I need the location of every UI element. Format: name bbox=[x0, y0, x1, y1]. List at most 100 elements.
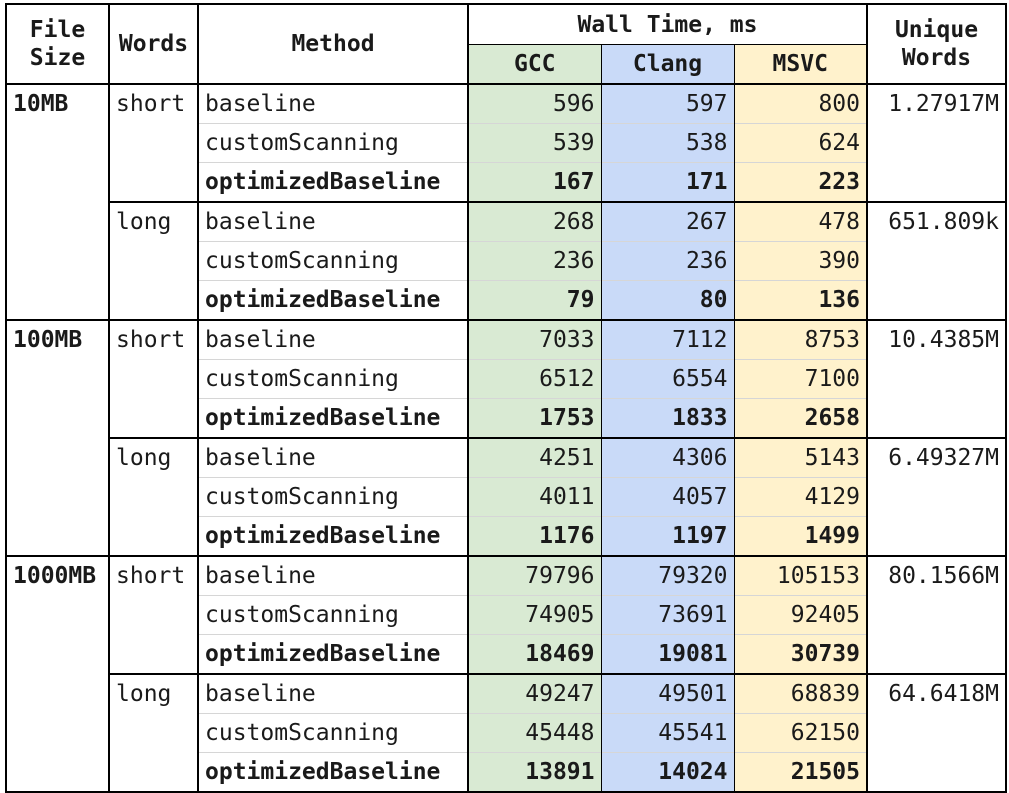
table-row: customScanning 539 538 624 bbox=[6, 123, 1006, 163]
clang-cell: 597 bbox=[600, 84, 735, 124]
gcc-cell: 13891 bbox=[468, 752, 601, 793]
msvc-cell: 105153 bbox=[734, 555, 868, 596]
clang-cell: 73691 bbox=[600, 595, 735, 635]
msvc-cell: 21505 bbox=[734, 752, 868, 793]
gcc-cell: 79 bbox=[468, 280, 601, 321]
method-cell: baseline bbox=[198, 437, 469, 478]
gcc-cell: 236 bbox=[468, 241, 601, 281]
table-row: optimizedBaseline 167 171 223 bbox=[6, 162, 1006, 203]
method-cell: baseline bbox=[198, 84, 469, 124]
table-row: customScanning 236 236 390 bbox=[6, 241, 1006, 281]
unique-words-cell: 1.27917M bbox=[867, 84, 1007, 203]
method-cell: optimizedBaseline bbox=[198, 634, 469, 675]
words-cell: long bbox=[109, 673, 199, 793]
clang-cell: 7112 bbox=[600, 319, 735, 360]
msvc-cell: 5143 bbox=[734, 437, 868, 478]
method-cell: customScanning bbox=[198, 713, 469, 753]
msvc-cell: 92405 bbox=[734, 595, 868, 635]
words-cell: short bbox=[109, 319, 199, 439]
clang-cell: 49501 bbox=[600, 673, 735, 714]
clang-cell: 4306 bbox=[600, 437, 735, 478]
gcc-cell: 18469 bbox=[468, 634, 601, 675]
gcc-cell: 74905 bbox=[468, 595, 601, 635]
table-row: 1000MB short baseline 79796 79320 105153 80.15… bbox=[5, 555, 1007, 793]
gcc-cell: 596 bbox=[468, 84, 601, 124]
table-row: 100MB short baseline 7033 7112 8753 10.4385M bbox=[5, 319, 1007, 557]
clang-cell: 538 bbox=[600, 123, 735, 163]
clang-cell: 79320 bbox=[600, 555, 735, 596]
words-cell: long bbox=[109, 201, 199, 321]
unique-words-cell: 6.49327M bbox=[867, 437, 1007, 557]
file-size-cell: 100MB bbox=[5, 319, 110, 557]
table-row: customScanning 6512 6554 7100 bbox=[6, 359, 1006, 399]
msvc-cell: 800 bbox=[734, 84, 868, 124]
method-cell: optimizedBaseline bbox=[198, 162, 469, 203]
table-row: customScanning 74905 73691 92405 bbox=[6, 595, 1006, 635]
method-cell: optimizedBaseline bbox=[198, 752, 469, 793]
msvc-cell: 30739 bbox=[734, 634, 868, 675]
table-row: long baseline 4251 4306 5143 6.49327M bbox=[6, 437, 1007, 557]
clang-cell: 1833 bbox=[600, 398, 735, 439]
gcc-cell: 6512 bbox=[468, 359, 601, 399]
table-body: 10MB short baseline 596 597 800 1.27917M custom… bbox=[5, 84, 1007, 793]
msvc-cell: 390 bbox=[734, 241, 868, 281]
clang-cell: 45541 bbox=[600, 713, 735, 753]
table-row: customScanning 4011 4057 4129 bbox=[6, 477, 1006, 517]
clang-cell: 6554 bbox=[600, 359, 735, 399]
msvc-cell: 4129 bbox=[734, 477, 868, 517]
header-clang: Clang bbox=[601, 44, 735, 85]
table-row: long baseline 268 267 478 651.809k bbox=[6, 201, 1007, 321]
words-cell: short bbox=[109, 555, 199, 675]
clang-cell: 14024 bbox=[600, 752, 735, 793]
msvc-cell: 624 bbox=[734, 123, 868, 163]
unique-words-cell: 651.809k bbox=[867, 201, 1007, 321]
method-cell: baseline bbox=[198, 673, 469, 714]
gcc-cell: 7033 bbox=[468, 319, 601, 360]
method-cell: baseline bbox=[198, 201, 469, 242]
msvc-cell: 7100 bbox=[734, 359, 868, 399]
msvc-cell: 136 bbox=[734, 280, 868, 321]
header-gcc: GCC bbox=[468, 44, 602, 85]
gcc-cell: 45448 bbox=[468, 713, 601, 753]
clang-cell: 4057 bbox=[600, 477, 735, 517]
header-unique-words: Unique Words bbox=[867, 3, 1007, 85]
gcc-cell: 268 bbox=[468, 201, 601, 242]
msvc-cell: 8753 bbox=[734, 319, 868, 360]
clang-cell: 267 bbox=[600, 201, 735, 242]
gcc-cell: 4251 bbox=[468, 437, 601, 478]
clang-cell: 80 bbox=[600, 280, 735, 321]
file-size-cell: 10MB bbox=[5, 84, 110, 321]
method-cell: baseline bbox=[198, 319, 469, 360]
method-cell: optimizedBaseline bbox=[198, 280, 469, 321]
method-cell: customScanning bbox=[198, 595, 469, 635]
msvc-cell: 223 bbox=[734, 162, 868, 203]
words-cell: long bbox=[109, 437, 199, 557]
method-cell: customScanning bbox=[198, 123, 469, 163]
gcc-cell: 167 bbox=[468, 162, 601, 203]
table-row: optimizedBaseline 1176 1197 1499 bbox=[6, 516, 1006, 557]
msvc-cell: 62150 bbox=[734, 713, 868, 753]
header-msvc: MSVC bbox=[734, 44, 868, 85]
table-row: 10MB short baseline 596 597 800 1.27917M bbox=[5, 84, 1007, 321]
unique-words-cell: 64.6418M bbox=[867, 673, 1007, 793]
file-size-cell: 1000MB bbox=[5, 555, 110, 793]
method-cell: optimizedBaseline bbox=[198, 398, 469, 439]
method-cell: optimizedBaseline bbox=[198, 516, 469, 557]
gcc-cell: 539 bbox=[468, 123, 601, 163]
results-table: File Size Words Method Wall Time, ms Uni… bbox=[5, 3, 1007, 793]
msvc-cell: 478 bbox=[734, 201, 868, 242]
header-file-size: File Size bbox=[5, 3, 110, 85]
gcc-cell: 1176 bbox=[468, 516, 601, 557]
method-cell: customScanning bbox=[198, 477, 469, 517]
clang-cell: 171 bbox=[600, 162, 735, 203]
msvc-cell: 68839 bbox=[734, 673, 868, 714]
table-row: customScanning 45448 45541 62150 bbox=[6, 713, 1006, 753]
gcc-cell: 49247 bbox=[468, 673, 601, 714]
words-cell: short bbox=[109, 84, 199, 203]
gcc-cell: 79796 bbox=[468, 555, 601, 596]
table-row: optimizedBaseline 79 80 136 bbox=[6, 280, 1006, 321]
header-method: Method bbox=[198, 3, 469, 85]
gcc-cell: 4011 bbox=[468, 477, 601, 517]
msvc-cell: 2658 bbox=[734, 398, 868, 439]
unique-words-cell: 80.1566M bbox=[867, 555, 1007, 675]
